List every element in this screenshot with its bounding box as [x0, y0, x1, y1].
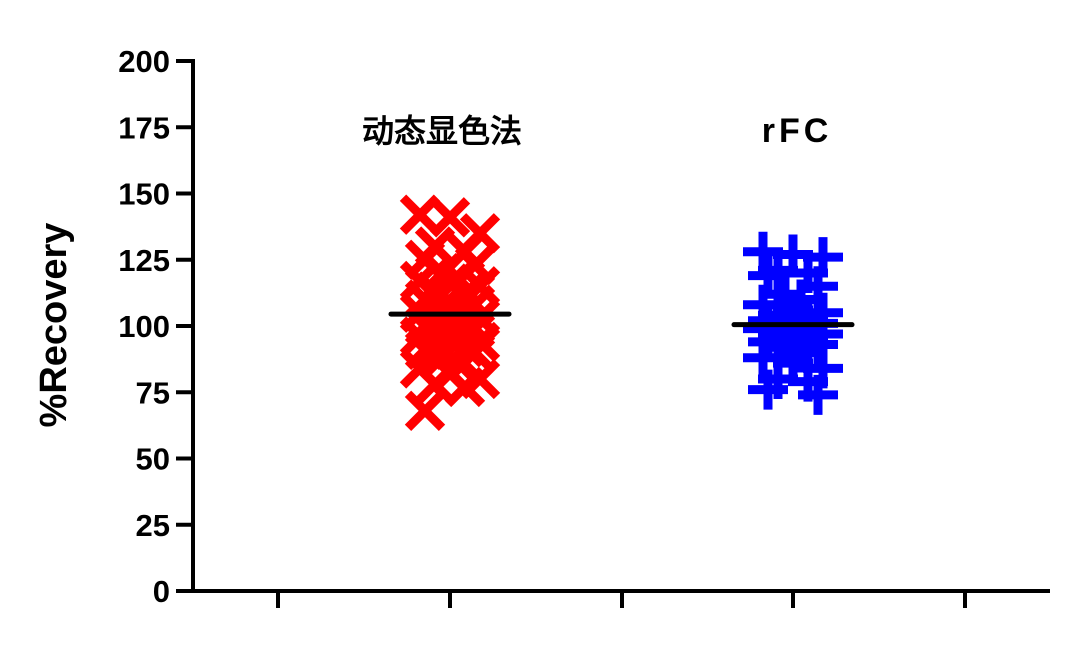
y-axis-label: %Recovery [33, 223, 75, 428]
y-tick-label: 0 [153, 574, 170, 609]
data-point-plus [798, 374, 838, 415]
marker-stroke [429, 197, 471, 238]
y-tick-label: 150 [118, 177, 170, 212]
y-tick-label: 175 [118, 110, 170, 145]
y-tick-label: 100 [118, 309, 170, 344]
group-label-1: rFC [762, 112, 833, 150]
group-label-0: 动态显色法 [362, 113, 522, 149]
data-point-x [429, 197, 471, 238]
y-tick-label: 200 [118, 44, 170, 79]
y-tick-label: 50 [136, 442, 170, 477]
data-point-x [444, 366, 486, 408]
data-point-plus [743, 337, 783, 378]
marker-stroke [421, 337, 463, 378]
y-tick-label: 125 [118, 243, 170, 278]
data-point-x [404, 390, 446, 431]
y-tick-label: 25 [136, 508, 170, 543]
data-point-plus [748, 369, 788, 410]
marker-stroke [444, 366, 486, 408]
y-tick-label: 75 [136, 375, 170, 410]
marker-stroke [404, 390, 446, 431]
